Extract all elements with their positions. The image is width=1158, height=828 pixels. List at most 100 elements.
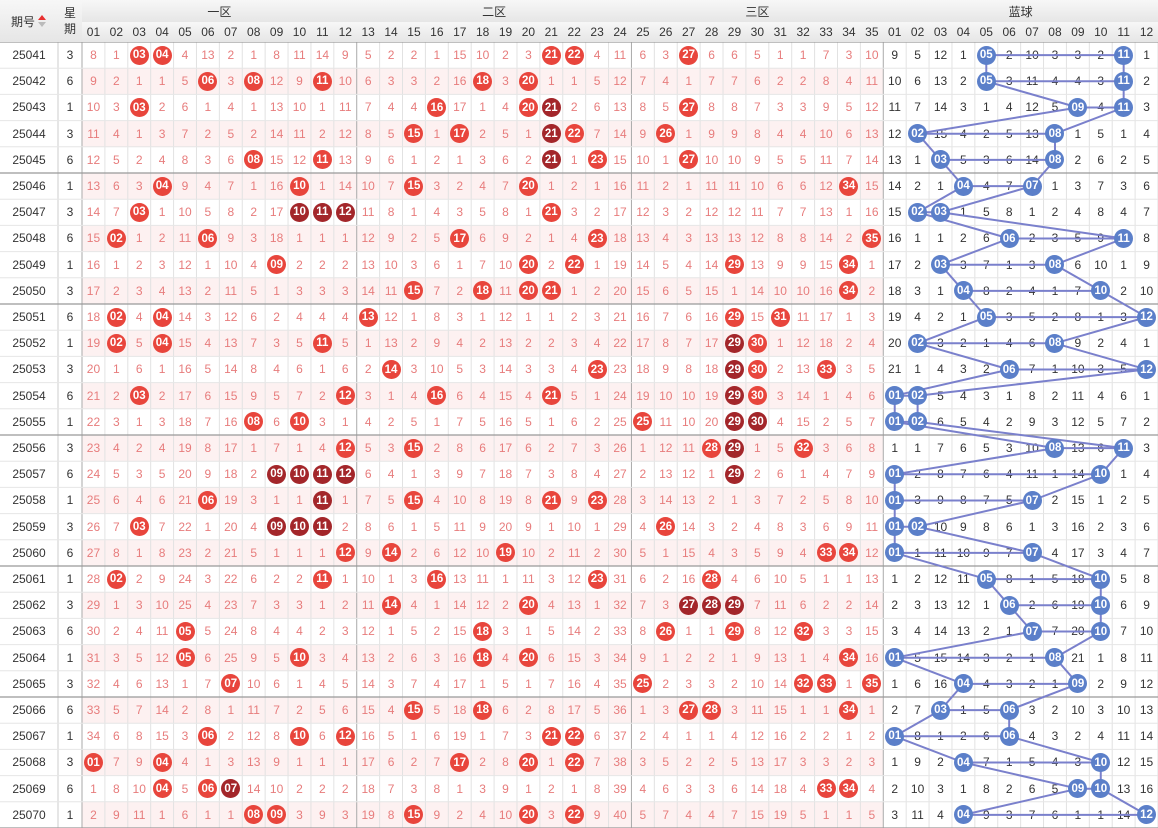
front-ball: 03 [129,98,149,117]
weekday: 3 [66,126,74,141]
miss-count: 6 [387,519,395,534]
period: 25061 [12,572,46,587]
miss-count: 2 [1120,493,1127,508]
miss-count: 6 [960,441,967,456]
back-ball: 04 [953,281,973,301]
front-ball: 06 [198,71,218,91]
miss-count: 9 [960,519,967,534]
miss-count: 18 [704,362,719,377]
back-ball: 09 [1068,674,1088,694]
miss-count: 7 [112,205,120,220]
miss-count: 6 [181,807,189,822]
miss-count: 1 [960,781,967,796]
period-header[interactable]: 期号 [0,0,58,42]
miss-count: 2 [593,545,601,560]
miss-count: 5 [250,283,258,298]
back-ball: 03 [931,150,950,170]
miss-count: 1 [731,283,738,298]
back-ball: 03 [931,255,950,275]
miss-count: 5 [135,650,143,665]
miss-count: 12 [750,729,765,744]
miss-count: 5 [662,755,670,770]
front-ball: 34 [839,255,859,275]
miss-count: 13 [567,598,581,613]
miss-count: 3 [135,598,143,613]
miss-count: 8 [639,624,647,639]
row-shade [82,749,884,776]
miss-count: 20 [888,336,902,351]
miss-count: 11 [293,48,306,63]
miss-count: 9 [1143,257,1150,272]
miss-count: 2 [341,257,349,272]
miss-count: 1 [433,48,441,63]
trend-line [917,368,1147,397]
back-ball: 05 [976,307,996,327]
miss-count: 11 [1117,729,1130,744]
miss-count: 3 [410,572,418,587]
miss-count: 4 [1143,126,1150,141]
miss-count: 13 [659,467,673,482]
back-ball: 02 [908,386,928,406]
miss-count: 5 [181,781,189,796]
miss-count: 39 [613,781,627,796]
miss-count: 30 [86,624,101,639]
miss-count: 4 [570,231,578,246]
miss-count: 1 [296,545,303,560]
number-header: 19 [494,22,517,42]
miss-count: 1 [754,441,761,456]
miss-count: 14 [567,624,581,639]
miss-count: 3 [570,205,578,220]
front-ball: 12 [335,438,355,458]
number-header: 09 [1066,22,1090,42]
front-ball: 33 [816,360,836,379]
back-ball: 01 [885,491,905,510]
front-ball: 34 [839,543,859,563]
miss-count: 10 [498,807,513,822]
miss-count: 20 [86,362,101,377]
miss-count: 2 [364,362,372,377]
miss-count: 13 [727,231,742,246]
miss-count: 7 [731,807,738,822]
sort-icon[interactable] [37,14,47,28]
miss-count: 4 [181,755,189,770]
back-ball: 01 [885,726,905,746]
miss-count: 2 [685,205,692,220]
period: 25054 [12,388,46,403]
period: 25042 [12,74,46,89]
miss-count: 4 [204,598,212,613]
miss-count: 15 [155,729,169,744]
miss-count: 4 [525,388,532,403]
front-ball: 10 [289,202,309,222]
miss-count: 12 [155,650,169,665]
miss-count: 1 [685,126,692,141]
trend-line [940,237,1010,266]
back-ball: 12 [1137,805,1157,825]
miss-count: 9 [914,755,921,770]
miss-count: 6 [776,467,784,482]
miss-count: 5 [1143,493,1150,508]
miss-count: 3 [891,807,899,822]
miss-count: 3 [410,362,418,377]
miss-count: 4 [822,467,830,482]
miss-count: 32 [86,676,101,691]
back-ball: 05 [976,45,996,65]
miss-count: 6 [479,231,486,246]
miss-count: 12 [338,126,352,141]
back-ball: 11 [1114,45,1134,65]
weekday: 3 [66,676,74,691]
miss-count: 1 [250,179,258,194]
miss-count: 12 [361,231,375,246]
miss-count: 5 [204,205,212,220]
front-ball: 21 [541,202,561,222]
miss-count: 6 [799,598,807,613]
period-header-text[interactable]: 期号 [10,14,35,29]
miss-count: 3 [593,310,601,325]
miss-count: 3 [410,781,418,796]
miss-count: 4 [250,257,258,272]
miss-count: 1 [410,310,418,325]
miss-count: 6 [341,703,349,718]
miss-count: 12 [704,205,719,220]
miss-count: 4 [250,519,258,534]
miss-count: 8 [1028,388,1036,403]
miss-count: 1 [593,257,601,272]
